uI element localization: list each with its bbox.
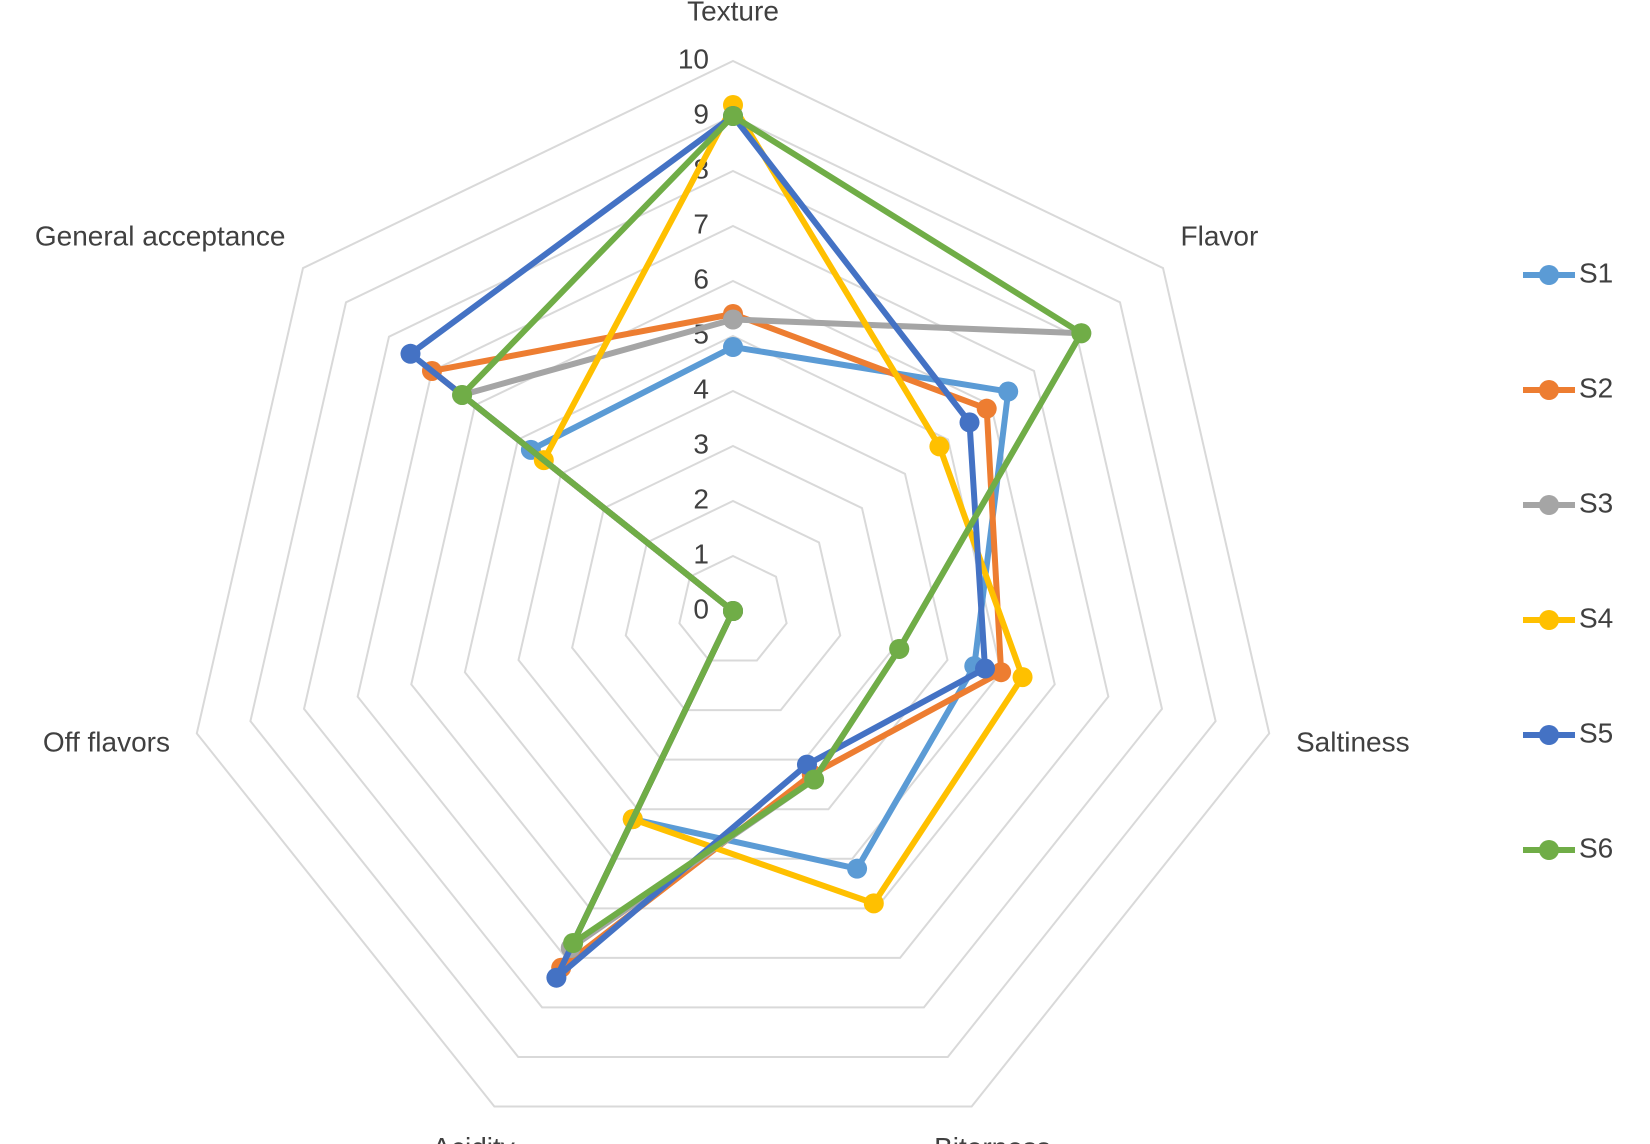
data-point bbox=[863, 893, 884, 914]
data-point bbox=[991, 662, 1012, 683]
grid-ring bbox=[249, 114, 1217, 1058]
data-point bbox=[452, 384, 473, 405]
legend-marker bbox=[1539, 265, 1559, 285]
data-point bbox=[1071, 323, 1092, 344]
data-point bbox=[804, 769, 825, 790]
r-tick-label: 1 bbox=[693, 538, 709, 569]
grid-ring bbox=[302, 169, 1164, 1009]
data-point bbox=[796, 754, 817, 775]
category-label: Acidity bbox=[432, 1132, 514, 1144]
r-tick-label: 7 bbox=[693, 208, 709, 239]
category-label: Biterness bbox=[934, 1132, 1051, 1144]
legend-label: S3 bbox=[1579, 487, 1613, 518]
data-point bbox=[723, 106, 743, 126]
category-label: Texture bbox=[687, 0, 779, 26]
category-label: Flavor bbox=[1181, 221, 1259, 252]
grid-ring bbox=[195, 59, 1271, 1108]
legend-label: S1 bbox=[1579, 257, 1613, 288]
data-point bbox=[1012, 667, 1033, 688]
data-point bbox=[546, 967, 567, 988]
grid-ring bbox=[463, 334, 1003, 860]
series-line bbox=[459, 113, 1085, 947]
legend-marker bbox=[1539, 495, 1559, 515]
legend-marker bbox=[1539, 610, 1559, 630]
data-point bbox=[563, 933, 584, 954]
grid-ring bbox=[517, 389, 949, 811]
data-point bbox=[959, 412, 980, 433]
category-label: General acceptance bbox=[35, 221, 286, 252]
data-point bbox=[400, 343, 421, 364]
r-tick-label: 4 bbox=[693, 373, 709, 404]
data-point bbox=[889, 638, 910, 659]
legend-label: S5 bbox=[1579, 717, 1613, 748]
legend-label: S2 bbox=[1579, 372, 1613, 403]
grid-ring bbox=[624, 499, 842, 712]
category-label: Saltiness bbox=[1296, 726, 1410, 757]
legend-marker bbox=[1539, 725, 1559, 745]
grid-ring bbox=[410, 279, 1056, 910]
grid-ring bbox=[356, 224, 1110, 959]
data-point bbox=[976, 398, 997, 419]
legend-label: S4 bbox=[1579, 602, 1613, 633]
r-tick-label: 6 bbox=[693, 263, 709, 294]
r-tick-label: 0 bbox=[693, 593, 709, 624]
data-point bbox=[723, 309, 743, 330]
r-tick-label: 2 bbox=[693, 483, 709, 514]
data-point bbox=[998, 381, 1019, 402]
r-tick-label: 10 bbox=[678, 43, 709, 74]
r-tick-label: 3 bbox=[693, 428, 709, 459]
legend-marker bbox=[1539, 380, 1559, 400]
legend-marker bbox=[1539, 840, 1559, 860]
legend-label: S6 bbox=[1579, 832, 1613, 863]
data-point bbox=[847, 858, 868, 879]
data-point bbox=[723, 601, 743, 621]
grid-ring bbox=[678, 554, 788, 662]
data-point bbox=[929, 436, 950, 457]
data-point bbox=[723, 337, 743, 357]
grid-ring bbox=[571, 444, 895, 761]
category-label: Off flavors bbox=[43, 726, 170, 757]
data-point bbox=[975, 658, 996, 679]
r-tick-label: 9 bbox=[693, 98, 709, 129]
